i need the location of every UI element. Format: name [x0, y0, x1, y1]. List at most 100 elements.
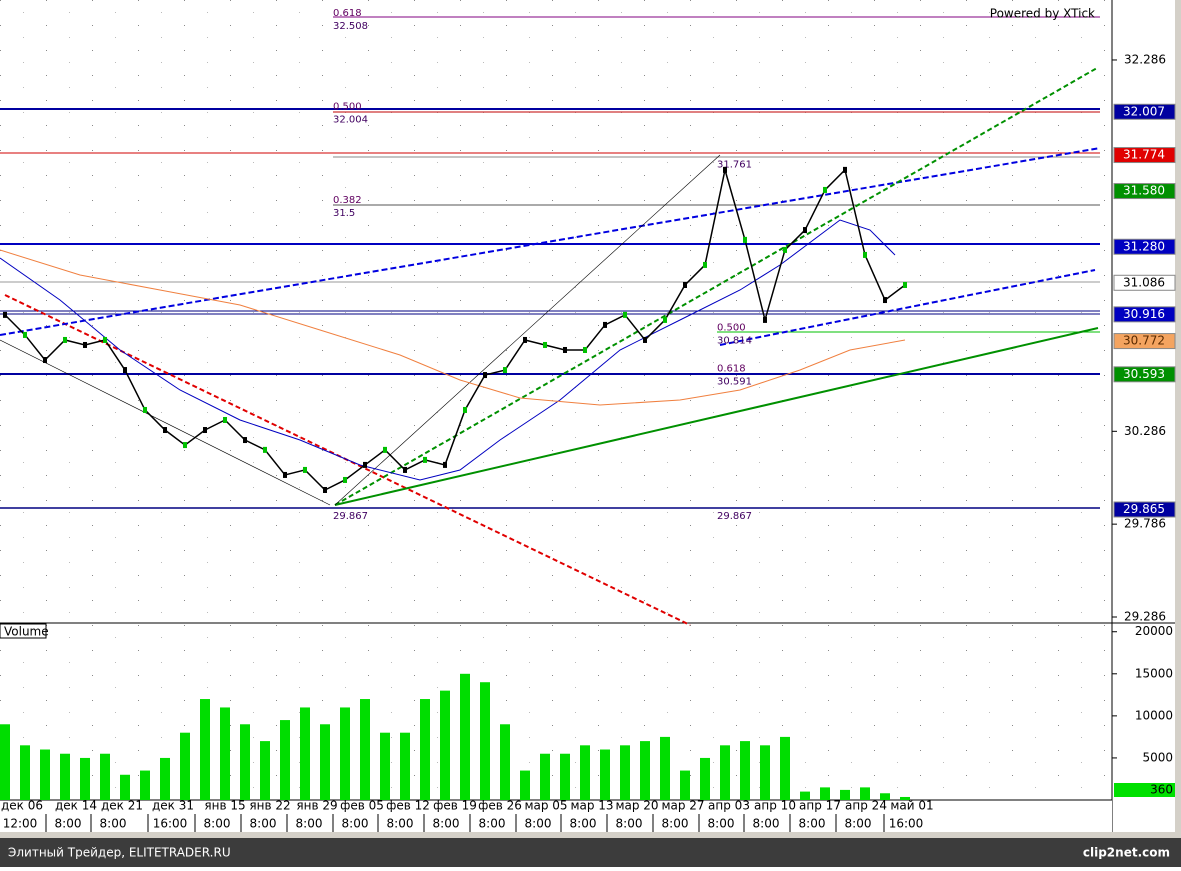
- x-date-label: мар 27: [661, 799, 704, 813]
- candle: [903, 282, 907, 289]
- volume-bar: [320, 724, 330, 800]
- candle: [583, 346, 587, 353]
- volume-bar: [640, 741, 650, 800]
- volume-bar: [280, 720, 290, 800]
- candle: [23, 331, 27, 338]
- x-time-label: 8:00: [387, 817, 414, 831]
- candle: [463, 406, 467, 413]
- grid: [0, 0, 1112, 800]
- candle: [803, 227, 807, 234]
- volume-bar: [520, 770, 530, 800]
- volume-bar: [820, 787, 830, 800]
- x-time-label: 8:00: [55, 817, 82, 831]
- price-marker-label: 32.007: [1123, 104, 1165, 118]
- fib-price: 31.5: [333, 208, 355, 219]
- candle: [623, 311, 627, 318]
- x-date-label: янв 22: [249, 799, 290, 813]
- volume-bar: [560, 753, 570, 800]
- x-time-label: 16:00: [889, 817, 924, 831]
- volume-label: Volume: [4, 625, 49, 639]
- fib-ratio: 0.382: [333, 195, 362, 206]
- volume-bar: [580, 745, 590, 800]
- volume-bar: [400, 732, 410, 800]
- y-tick-label: 30.286: [1124, 424, 1166, 438]
- fib-price: 29.867: [717, 511, 752, 522]
- candle: [303, 466, 307, 473]
- x-time-label: 8:00: [479, 817, 506, 831]
- candle: [643, 336, 647, 343]
- x-time-label: 8:00: [845, 817, 872, 831]
- volume-bar: [300, 707, 310, 800]
- candle: [843, 166, 847, 173]
- x-time-label: 8:00: [753, 817, 780, 831]
- volume-bar: [860, 787, 870, 800]
- candle: [883, 297, 887, 304]
- volume-bar: [340, 707, 350, 800]
- candle: [443, 461, 447, 468]
- volume-bar: [740, 741, 750, 800]
- candle: [703, 261, 707, 268]
- x-date-label: май 01: [890, 799, 933, 813]
- x-date-label: мар 05: [524, 799, 567, 813]
- candle: [143, 406, 147, 413]
- volume-bar: [720, 745, 730, 800]
- volume-bar: [160, 757, 170, 800]
- fib-price: 30.591: [717, 377, 752, 388]
- volume-bar: [180, 732, 190, 800]
- volume-bar: [260, 741, 270, 800]
- volume-bar: [760, 745, 770, 800]
- candle: [383, 446, 387, 453]
- price-marker: [1113, 501, 1176, 518]
- volume-bar: [360, 699, 370, 800]
- volume-bar: [880, 793, 890, 800]
- fib-ratio: 0.500: [333, 101, 362, 112]
- candle: [543, 341, 547, 348]
- candle: [783, 246, 787, 253]
- x-time-label: 8:00: [799, 817, 826, 831]
- fib-price: 29.867: [333, 511, 368, 522]
- candle: [83, 341, 87, 348]
- x-date-label: фев 05: [340, 799, 384, 813]
- footer-logo: clip2net.com: [1083, 846, 1170, 860]
- volume-bar: [800, 791, 810, 800]
- volume-bar: [420, 699, 430, 800]
- y-tick-label: 29.286: [1124, 609, 1166, 623]
- volume-bar: [40, 749, 50, 800]
- x-time-label: 8:00: [296, 817, 323, 831]
- y-tick-label: 10000: [1135, 708, 1173, 722]
- volume-bar: [540, 753, 550, 800]
- x-time-label: 8:00: [662, 817, 689, 831]
- volume-marker: [1114, 783, 1175, 797]
- x-time-label: 8:00: [100, 817, 127, 831]
- levels: [0, 16, 1101, 626]
- volume-bar: [780, 736, 790, 800]
- price-marker-label: 30.916: [1123, 307, 1165, 321]
- volume-bar: [100, 753, 110, 800]
- volume-bar: [500, 724, 510, 800]
- fib-ratio: 0.500: [717, 322, 746, 333]
- x-date-label: фев 19: [433, 799, 477, 813]
- y-tick-label: 5000: [1142, 750, 1173, 764]
- x-time-label: 8:00: [525, 817, 552, 831]
- x-date-label: дек 21: [101, 799, 143, 813]
- candle: [123, 367, 127, 374]
- scrollbar: [1175, 0, 1181, 832]
- candle: [343, 476, 347, 483]
- x-date-label: фев 26: [478, 799, 522, 813]
- volume-bar: [700, 757, 710, 800]
- volume-bar: [680, 770, 690, 800]
- candle: [823, 186, 827, 193]
- candle: [243, 437, 247, 444]
- volume-bar: [660, 736, 670, 800]
- volume-bar: [240, 724, 250, 800]
- volume-bar: [0, 724, 10, 800]
- candle: [723, 166, 727, 173]
- volume-bar: [220, 707, 230, 800]
- x-time-label: 16:00: [153, 817, 188, 831]
- fib-ratio: 0.618: [333, 8, 362, 19]
- x-date-label: дек 31: [152, 799, 194, 813]
- candle: [603, 321, 607, 328]
- candle: [163, 427, 167, 434]
- price-marker: [1113, 238, 1176, 255]
